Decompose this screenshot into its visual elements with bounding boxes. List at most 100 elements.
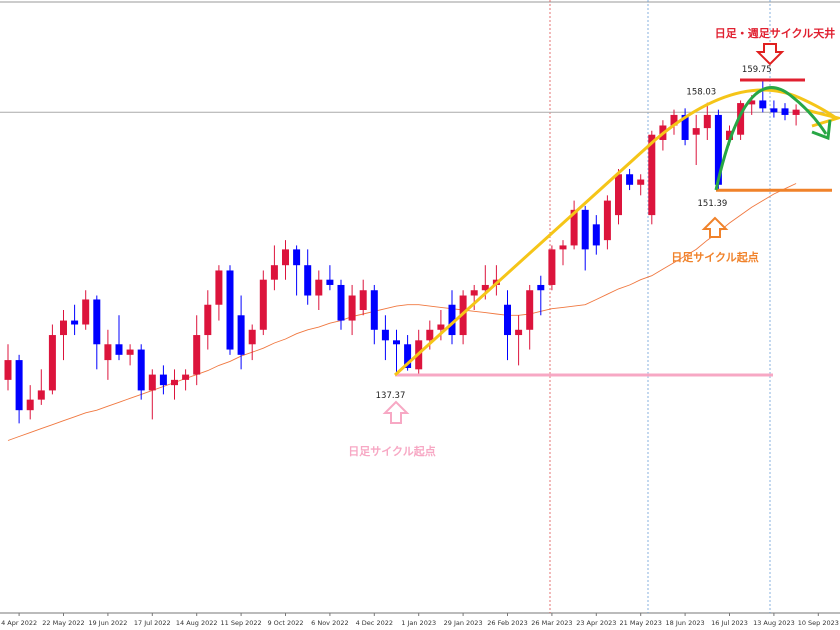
candle-body — [615, 174, 622, 216]
candle-body — [393, 340, 400, 345]
candle-body — [703, 114, 711, 129]
x-tick-label: 21 May 2023 — [620, 619, 662, 627]
candle-body — [282, 249, 289, 266]
annotation: 日足サイクル起点 — [671, 250, 758, 264]
candle-body — [381, 329, 389, 341]
candle-body — [204, 304, 212, 336]
x-tick-label: 13 Aug 2023 — [753, 619, 795, 627]
candle-body — [82, 299, 90, 325]
moving-average — [7, 183, 797, 441]
arrow-head — [805, 108, 840, 128]
candle-body — [648, 134, 656, 216]
candle-body — [326, 279, 334, 285]
candle-body — [359, 290, 367, 311]
candle-body — [504, 304, 511, 336]
candle-body — [437, 324, 445, 330]
candle-body — [248, 329, 256, 345]
price-label: 158.03 — [686, 88, 716, 98]
price-label: 159.75 — [742, 65, 772, 75]
candle-body — [71, 320, 79, 325]
candle-body — [781, 108, 789, 115]
candle-body — [737, 103, 745, 135]
x-tick-label: 16 Jul 2023 — [711, 619, 748, 627]
candle-body — [548, 249, 556, 285]
candle-body — [26, 399, 34, 411]
candle-body — [681, 114, 689, 140]
x-tick-label: 26 Feb 2023 — [487, 619, 527, 627]
x-tick-label: 6 Nov 2022 — [311, 619, 349, 627]
candle-body — [692, 128, 700, 135]
candle-body — [792, 109, 800, 115]
x-tick-label: 18 Jun 2023 — [666, 619, 705, 627]
candle-body — [226, 270, 234, 350]
candle-body — [404, 344, 412, 369]
candle-body — [293, 249, 301, 266]
x-tick-label: 14 Aug 2022 — [176, 619, 218, 627]
x-tick-label: 11 Sep 2022 — [220, 619, 261, 627]
x-tick-label: 1 Jan 2023 — [401, 619, 436, 627]
candle-body — [93, 299, 101, 345]
candle-body — [126, 349, 134, 355]
x-tick-label: 4 Dec 2022 — [356, 619, 393, 627]
candle-body — [448, 304, 456, 336]
candle-body — [159, 374, 167, 386]
candle-body — [48, 335, 56, 391]
up-arrow — [382, 400, 410, 424]
candle-body — [426, 329, 434, 341]
candle-body — [37, 390, 45, 400]
candle-body — [714, 114, 722, 185]
candle-body — [315, 279, 323, 296]
cycle-curve — [393, 88, 837, 377]
candle-body — [559, 245, 567, 250]
candle-body — [115, 344, 123, 355]
candle-body — [193, 335, 201, 375]
up-arrow — [701, 216, 729, 238]
candle-body — [15, 360, 23, 411]
x-tick-label: 17 Jul 2022 — [134, 619, 171, 627]
candle-body — [470, 290, 478, 296]
price-label: 137.37 — [376, 391, 406, 401]
candle-body — [515, 329, 523, 336]
candle-body — [759, 100, 767, 109]
candle-body — [237, 315, 245, 355]
candle-body — [592, 224, 600, 246]
x-tick-label: 29 Jan 2023 — [444, 619, 483, 627]
candle-body — [337, 284, 345, 321]
arrow-head — [811, 119, 832, 141]
x-tick-label: 4 Apr 2022 — [1, 619, 37, 627]
annotation: 日足サイクル起点 — [348, 444, 435, 458]
candle-body — [4, 360, 12, 380]
candle-body — [304, 265, 312, 296]
candle-body — [626, 174, 634, 185]
candle-body — [348, 295, 356, 321]
candle-body — [481, 284, 489, 291]
candle-body — [537, 284, 545, 291]
candle-body — [137, 349, 145, 391]
candle-body — [770, 108, 778, 113]
candle-body — [182, 374, 190, 380]
candle-body — [215, 270, 223, 305]
candle-body — [259, 279, 267, 330]
candle-body — [171, 379, 178, 386]
candle-body — [570, 209, 578, 246]
x-tick-label: 10 Sep 2023 — [798, 619, 839, 627]
candle-body — [748, 100, 756, 105]
candle-body — [104, 344, 112, 361]
down-arrow — [755, 43, 785, 66]
x-tick-label: 22 May 2022 — [42, 619, 84, 627]
candle-body — [726, 130, 733, 140]
x-tick-label: 23 Apr 2023 — [576, 619, 616, 627]
candle-body — [148, 374, 156, 391]
candle-body — [526, 290, 534, 330]
candle-body — [60, 320, 67, 336]
cycle-curve — [714, 86, 828, 191]
candle-body — [270, 265, 278, 280]
candle-body — [603, 200, 611, 241]
price-label: 151.39 — [698, 199, 728, 209]
x-tick-label: 9 Oct 2022 — [267, 619, 303, 627]
annotation: 日足・週足サイクル天井 — [715, 26, 835, 40]
candle-body — [637, 179, 645, 185]
x-tick-label: 19 Jun 2022 — [88, 619, 127, 627]
